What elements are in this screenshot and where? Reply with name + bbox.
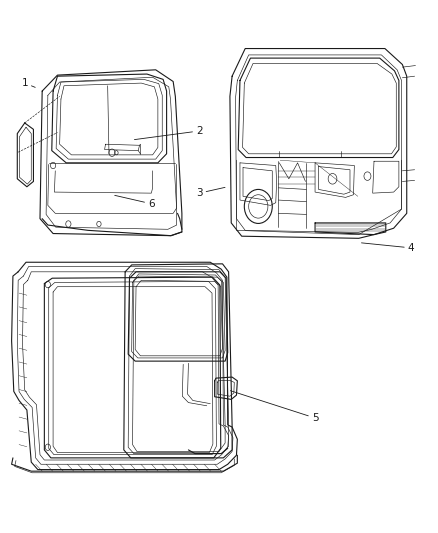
Text: 1: 1 xyxy=(21,78,35,88)
Text: 6: 6 xyxy=(115,196,155,209)
Text: 2: 2 xyxy=(134,126,203,140)
Text: 5: 5 xyxy=(230,391,318,423)
Text: 3: 3 xyxy=(196,188,225,198)
Text: 4: 4 xyxy=(361,243,414,253)
